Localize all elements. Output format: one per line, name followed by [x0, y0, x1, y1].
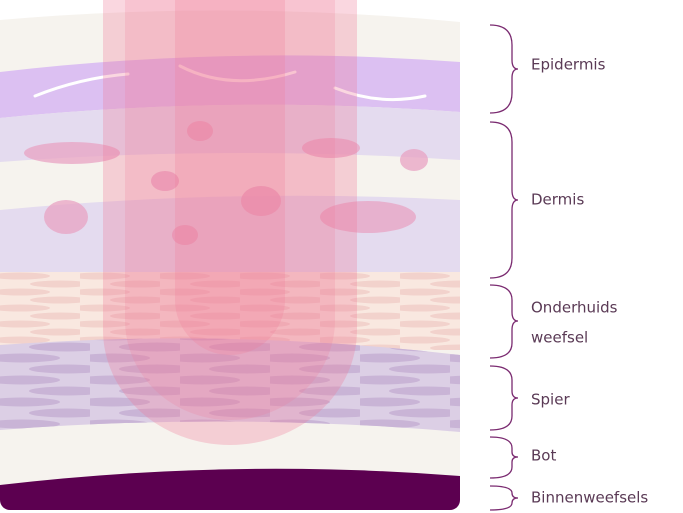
layer-label: Onderhuids: [531, 299, 618, 317]
layers-illustration: [0, 0, 460, 510]
layer-label: Epidermis: [531, 56, 606, 74]
layer-label: Dermis: [531, 191, 584, 209]
brackets: [489, 24, 519, 511]
layer-label: weefsel: [531, 329, 588, 347]
layer-label: Spier: [531, 391, 570, 409]
layer-label: Binnenweefsels: [531, 489, 648, 507]
layer-label: Bot: [531, 447, 556, 465]
